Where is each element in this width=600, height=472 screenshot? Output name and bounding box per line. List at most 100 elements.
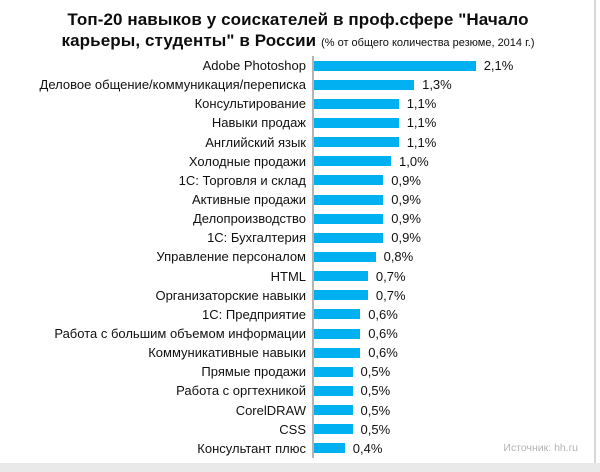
bar-track: 2,1%: [312, 56, 600, 76]
chart-row: 1С: Предприятие 0,6%: [0, 304, 600, 324]
chart-row: HTML 0,7%: [0, 266, 600, 286]
bar-track: 0,4%: [312, 438, 600, 458]
category-label: Деловое общение/коммуникация/переписка: [39, 77, 306, 93]
chart-row: Делопроизводство 0,9%: [0, 209, 600, 229]
bar-track: 0,9%: [312, 189, 600, 210]
chart-row: Коммуникативные навыки 0,6%: [0, 343, 600, 363]
window-edge-bottom: [0, 463, 600, 472]
bar: [314, 175, 384, 186]
category-label: Активные продажи: [192, 192, 306, 208]
value-label: 0,7%: [375, 268, 406, 284]
bar-track: 0,5%: [312, 400, 600, 420]
category-label: Управление персоналом: [156, 249, 306, 265]
chart-title-line2: карьеры, студенты" в России: [61, 31, 317, 50]
bar-track: 0,9%: [312, 228, 600, 248]
bar-track: 1,0%: [312, 151, 600, 171]
bar: [314, 385, 353, 396]
category-label: Консультирование: [194, 96, 306, 112]
value-label: 0,5%: [360, 421, 391, 437]
value-label: 0,9%: [391, 230, 421, 246]
category-label: Холодные продажи: [188, 153, 306, 169]
chart-row: Холодные продажи 1,0%: [0, 151, 600, 171]
chart-row: 1С: Торговля и склад 0,9%: [0, 170, 600, 190]
bar: [314, 79, 415, 90]
bar-track: 0,8%: [312, 247, 600, 267]
category-label: Делопроизводство: [192, 211, 306, 227]
source-label: Источник: hh.ru: [503, 442, 578, 454]
chart-row: CSS 0,5%: [0, 419, 600, 439]
bar: [314, 271, 368, 282]
bar: [314, 232, 384, 243]
value-label: 1,1%: [406, 96, 437, 112]
chart-row: 1С: Бухгалтерия 0,9%: [0, 228, 600, 248]
category-label: Работа с оргтехникой: [176, 383, 306, 399]
bar: [314, 290, 368, 301]
chart-row: Английский язык 1,1%: [0, 132, 600, 152]
bar-track: 1,1%: [312, 94, 600, 114]
chart-subtitle: (% от общего количества резюме, 2014 г.): [321, 37, 535, 49]
bar-track: 0,6%: [312, 323, 600, 344]
value-label: 0,4%: [352, 440, 383, 456]
bar: [314, 328, 361, 339]
category-label: CorelDRAW: [235, 402, 306, 418]
bar: [314, 194, 384, 205]
value-label: 0,9%: [391, 211, 421, 227]
bar: [314, 424, 353, 435]
chart-row: Управление персоналом 0,8%: [0, 247, 600, 267]
category-label: 1С: Бухгалтерия: [207, 230, 306, 246]
chart-row: Деловое общение/коммуникация/переписка 1…: [0, 75, 600, 95]
bar: [314, 405, 353, 416]
bar: [314, 309, 361, 320]
value-label: 1,1%: [406, 134, 437, 150]
value-label: 0,9%: [391, 172, 421, 188]
bar: [314, 156, 391, 167]
category-label: Прямые продажи: [201, 364, 306, 380]
chart-row: Активные продажи 0,9%: [0, 189, 600, 210]
chart-title-line1: Топ-20 навыков у соискателей в проф.сфер…: [67, 10, 529, 29]
bar-track: 1,1%: [312, 132, 600, 152]
category-label: 1С: Торговля и склад: [178, 172, 306, 188]
value-label: 0,5%: [360, 402, 391, 418]
category-label: Организаторские навыки: [155, 287, 306, 303]
category-label: CSS: [279, 421, 306, 437]
value-label: 0,6%: [368, 345, 398, 361]
category-label: HTML: [270, 268, 306, 284]
value-label: 0,8%: [383, 249, 414, 265]
bar: [314, 251, 376, 262]
bar-chart: Adobe Photoshop 2,1% Деловое общение/ком…: [0, 56, 600, 458]
bar: [314, 98, 399, 109]
chart-row: Adobe Photoshop 2,1%: [0, 56, 600, 76]
chart-title: Топ-20 навыков у соискателей в проф.сфер…: [0, 9, 596, 54]
chart-row: Организаторские навыки 0,7%: [0, 285, 600, 305]
category-label: Консультант плюс: [197, 440, 306, 456]
bar-track: 0,5%: [312, 381, 600, 401]
category-label: Английский язык: [205, 134, 306, 150]
chart-row: CorelDRAW 0,5%: [0, 400, 600, 420]
value-label: 1,1%: [406, 115, 437, 131]
value-label: 1,0%: [399, 153, 429, 169]
bar-track: 0,5%: [312, 362, 600, 382]
value-label: 0,6%: [368, 306, 398, 322]
chart-row: Навыки продаж 1,1%: [0, 113, 600, 133]
bar-track: 0,6%: [312, 343, 600, 363]
bar-track: 0,9%: [312, 170, 600, 190]
chart-row: Работа с большим объемом информации 0,6%: [0, 323, 600, 344]
bar: [314, 60, 476, 71]
bar-track: 0,9%: [312, 209, 600, 229]
category-label: Навыки продаж: [211, 115, 306, 131]
bar: [314, 137, 399, 148]
value-label: 1,3%: [422, 77, 452, 93]
value-label: 2,1%: [483, 58, 514, 74]
bar-track: 0,7%: [312, 266, 600, 286]
chart-row: Консультант плюс 0,4%: [0, 438, 600, 458]
bar-track: 1,1%: [312, 113, 600, 133]
category-label: Adobe Photoshop: [202, 58, 306, 74]
chart-row: Консультирование 1,1%: [0, 94, 600, 114]
category-label: 1С: Предприятие: [202, 306, 306, 322]
bar: [314, 347, 361, 358]
category-label: Коммуникативные навыки: [148, 345, 306, 361]
bar: [314, 366, 353, 377]
value-label: 0,5%: [360, 383, 391, 399]
value-label: 0,6%: [368, 326, 398, 342]
